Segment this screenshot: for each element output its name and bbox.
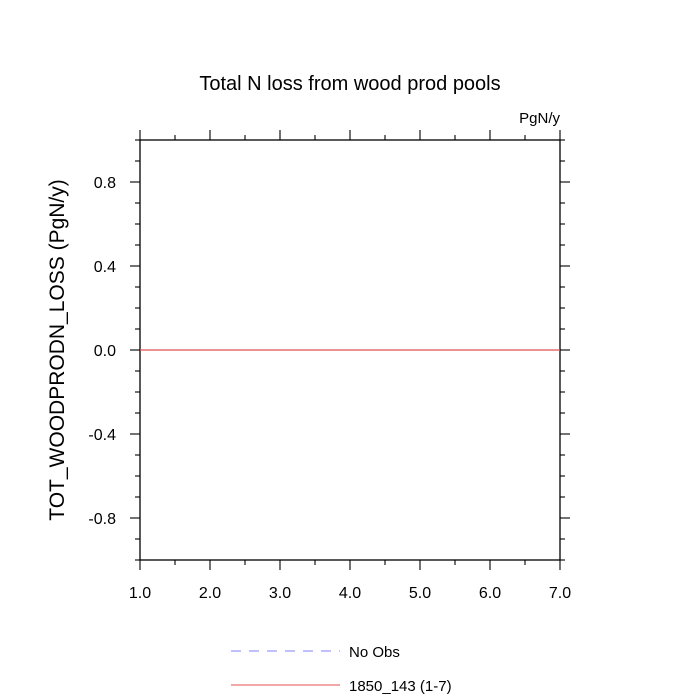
units-label: PgN/y (519, 110, 560, 127)
y-tick-label: 0.0 (94, 343, 116, 360)
axis-ticks (130, 130, 570, 570)
legend: No Obs 1850_143 (1-7) (231, 644, 452, 695)
legend-label: 1850_143 (1-7) (349, 678, 452, 695)
chart-title: Total N loss from wood prod pools (199, 73, 500, 95)
x-tick-label: 5.0 (409, 585, 431, 602)
x-tick-label: 6.0 (479, 585, 501, 602)
x-tick-labels: 1.0 2.0 3.0 4.0 5.0 6.0 7.0 (129, 585, 571, 602)
y-tick-label: -0.8 (88, 511, 116, 528)
x-tick-label: 2.0 (199, 585, 221, 602)
x-tick-label: 3.0 (269, 585, 291, 602)
x-tick-label: 1.0 (129, 585, 151, 602)
x-tick-label: 4.0 (339, 585, 361, 602)
legend-label: No Obs (349, 644, 400, 661)
y-axis-label: TOT_WOODPRODN_LOSS (PgN/y) (46, 179, 69, 521)
x-tick-label: 7.0 (549, 585, 571, 602)
y-tick-label: -0.4 (88, 427, 116, 444)
y-tick-label: 0.8 (94, 175, 116, 192)
y-tick-labels: -0.8 -0.4 0.0 0.4 0.8 (88, 175, 116, 528)
y-tick-label: 0.4 (94, 259, 116, 276)
